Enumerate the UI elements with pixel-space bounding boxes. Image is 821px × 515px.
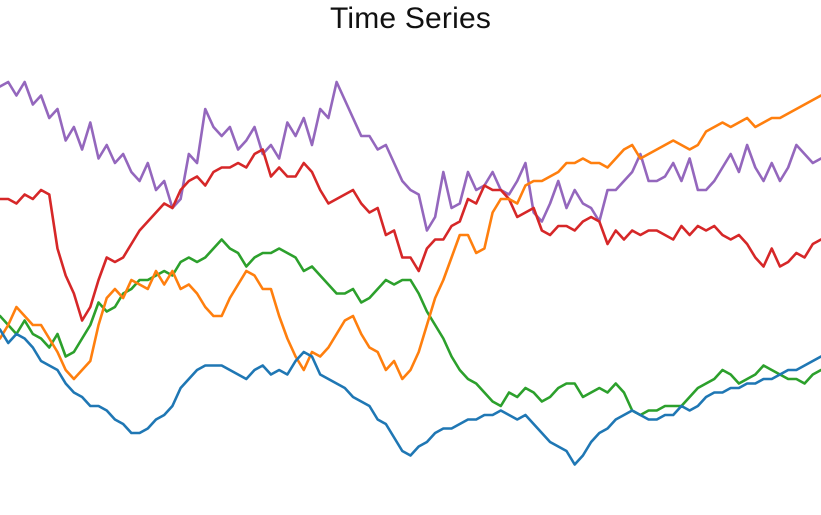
- series-line-3: [0, 238, 821, 417]
- chart-title: Time Series: [329, 2, 492, 35]
- series-line-2: [0, 148, 821, 322]
- series-line-5: [0, 328, 821, 466]
- series-line-1: [0, 80, 821, 232]
- series-line-4: [0, 94, 821, 381]
- series-layer: [0, 80, 821, 466]
